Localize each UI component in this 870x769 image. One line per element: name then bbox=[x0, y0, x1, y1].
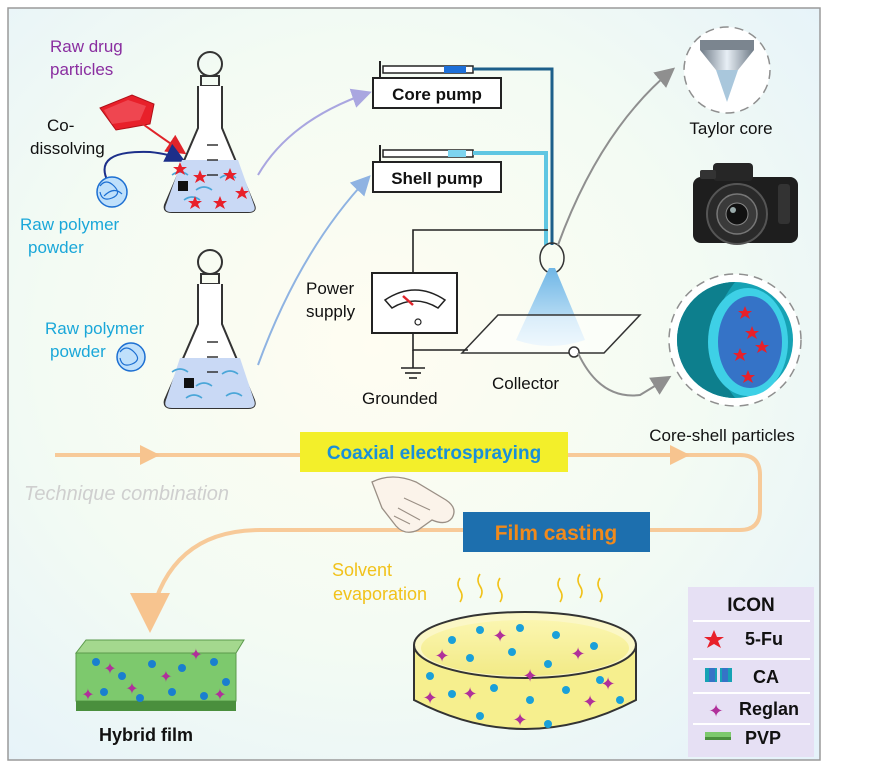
polymer-powder-icon bbox=[116, 342, 146, 372]
power-supply-label-2: supply bbox=[306, 302, 356, 321]
svg-text:✦: ✦ bbox=[189, 645, 202, 664]
core-pump: Core pump bbox=[372, 61, 502, 109]
core-pump-label: Core pump bbox=[392, 85, 482, 104]
collector-contact bbox=[568, 346, 580, 358]
core-shell-particle-icon bbox=[677, 282, 793, 398]
legend-label-pvp: PVP bbox=[745, 728, 781, 748]
polymer-powder-icon bbox=[96, 176, 128, 208]
raw-polymer-a-label-2: powder bbox=[28, 238, 84, 257]
svg-text:✦: ✦ bbox=[492, 626, 507, 647]
grounded-label: Grounded bbox=[362, 389, 438, 408]
flask-drug-polymer bbox=[163, 51, 256, 213]
solvent-label-2: evaporation bbox=[333, 584, 427, 604]
handshake-icon bbox=[371, 476, 455, 533]
legend-title: ICON bbox=[727, 595, 775, 616]
svg-text:✦: ✦ bbox=[434, 646, 449, 667]
shell-pump-label: Shell pump bbox=[391, 169, 483, 188]
svg-text:✦: ✦ bbox=[522, 666, 537, 687]
film-casting-box bbox=[463, 512, 650, 552]
codissolving-label-2: dissolving bbox=[30, 139, 105, 158]
legend-label-ca: CA bbox=[753, 667, 779, 687]
camera-icon bbox=[693, 163, 798, 245]
figure-frame bbox=[7, 7, 821, 761]
technique-combination-label: Technique combination bbox=[24, 483, 229, 505]
petri-dish: ✦✦✦ ✦✦ ✦ ✦✦✦ bbox=[413, 611, 637, 731]
legend-label-reglan: Reglan bbox=[739, 699, 799, 719]
purple-cross-icon: ✦ bbox=[708, 701, 723, 722]
collector-label: Collector bbox=[492, 374, 559, 393]
polymer-arrow bbox=[103, 143, 186, 183]
collector-plate bbox=[460, 314, 642, 354]
power-supply-label-1: Power bbox=[306, 279, 355, 298]
svg-text:✦: ✦ bbox=[81, 685, 94, 704]
steam-icon bbox=[457, 573, 603, 603]
svg-text:✦: ✦ bbox=[462, 684, 477, 705]
svg-text:✦: ✦ bbox=[103, 659, 116, 678]
svg-text:✦: ✦ bbox=[582, 692, 597, 713]
flask-to-core-arrow bbox=[257, 88, 372, 176]
to-taylor-arrow bbox=[557, 67, 676, 246]
green-bar-icon bbox=[705, 732, 731, 740]
hybrid-film-label: Hybrid film bbox=[99, 725, 193, 745]
svg-text:✦: ✦ bbox=[159, 667, 172, 686]
flow-arrow-icon bbox=[670, 445, 690, 465]
core-shell-label: Core-shell particles bbox=[649, 426, 795, 445]
raw-polymer-a-label-1: Raw polymer bbox=[20, 215, 120, 234]
power-supply-box bbox=[371, 272, 458, 334]
combination-flow-line bbox=[55, 453, 762, 621]
svg-text:✦: ✦ bbox=[512, 710, 527, 731]
raw-polymer-b-label-2: powder bbox=[50, 342, 106, 361]
solvent-label-1: Solvent bbox=[332, 560, 392, 580]
taylor-cone-label: Taylor core bbox=[689, 119, 772, 138]
teal-shell-icon bbox=[705, 668, 732, 682]
flask-polymer bbox=[163, 249, 256, 409]
coaxial-electrospraying-label: Coaxial electrospraying bbox=[327, 443, 541, 464]
svg-text:✦: ✦ bbox=[422, 688, 437, 709]
svg-text:✦: ✦ bbox=[600, 674, 615, 695]
flow-arrow-icon bbox=[140, 445, 160, 465]
svg-text:✦: ✦ bbox=[125, 679, 138, 698]
hybrid-film: ✦ ✦ ✦ ✦ ✦ ✦ bbox=[74, 639, 245, 711]
svg-text:✦: ✦ bbox=[213, 685, 226, 704]
hv-wire bbox=[412, 229, 548, 273]
coaxial-electrospraying-box bbox=[300, 432, 568, 472]
legend-label-5fu: 5-Fu bbox=[745, 629, 783, 649]
shell-pump: Shell pump bbox=[372, 145, 502, 193]
nozzle-tip bbox=[700, 40, 754, 50]
red-star-icon bbox=[704, 630, 724, 648]
meter-needle-icon bbox=[402, 295, 414, 306]
to-particles-arrow bbox=[577, 352, 672, 397]
codissolving-label-1: Co- bbox=[47, 116, 74, 135]
svg-text:✦: ✦ bbox=[570, 644, 585, 665]
raw-drug-label-1: Raw drug bbox=[50, 37, 123, 56]
raw-polymer-b-label-1: Raw polymer bbox=[45, 319, 145, 338]
shell-tubing bbox=[473, 151, 548, 245]
raw-drug-label-2: particles bbox=[50, 60, 113, 79]
ground-icon bbox=[401, 367, 425, 379]
film-casting-label: Film casting bbox=[495, 522, 618, 545]
drug-crystal-icon bbox=[99, 94, 155, 131]
core-tubing bbox=[473, 67, 554, 245]
flask-to-shell-arrow bbox=[257, 175, 371, 366]
power-meter-dial bbox=[383, 289, 447, 309]
icon-legend: ICON 5-Fu CA ✦ Reglan PVP bbox=[688, 587, 814, 757]
